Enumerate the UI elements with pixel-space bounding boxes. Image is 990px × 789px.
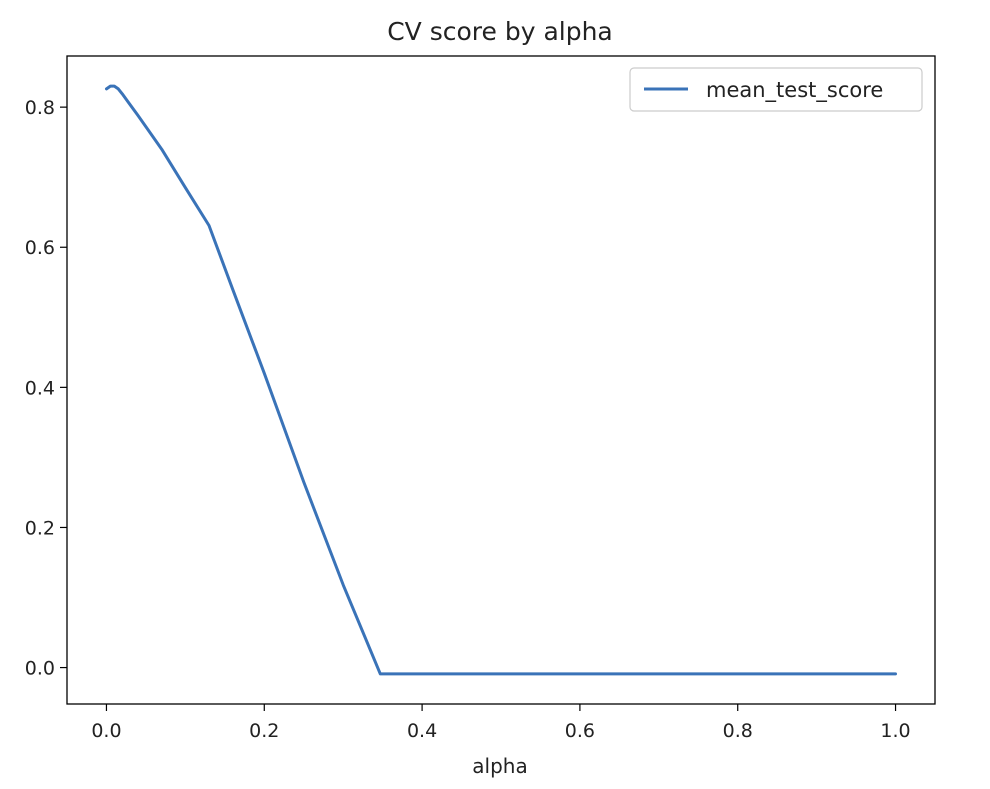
x-tick-label: 0.6 <box>565 720 595 742</box>
legend: mean_test_score <box>629 67 923 112</box>
y-tick-label: 0.6 <box>25 237 55 259</box>
x-tick-label: 1.0 <box>880 720 910 742</box>
y-tick-label: 0.4 <box>25 377 55 399</box>
x-tick-label: 0.4 <box>407 720 437 742</box>
legend-frame <box>629 67 923 112</box>
y-axis: 0.0 0.2 0.4 0.6 0.8 <box>25 97 67 680</box>
legend-label: mean_test_score <box>706 78 883 103</box>
plot-area <box>66 55 936 705</box>
x-tick-label: 0.2 <box>249 720 279 742</box>
x-tick-label: 0.0 <box>91 720 121 742</box>
x-tick-label: 0.8 <box>723 720 753 742</box>
x-axis-label: alpha <box>472 754 527 778</box>
plot-frame <box>66 55 936 705</box>
y-tick-label: 0.0 <box>25 658 55 680</box>
x-axis: 0.0 0.2 0.4 0.6 0.8 1.0 <box>91 704 911 742</box>
series-line-mean-test-score <box>105 84 897 676</box>
chart-title: CV score by alpha <box>387 17 613 46</box>
y-tick-label: 0.8 <box>25 97 55 119</box>
y-tick-label: 0.2 <box>25 517 55 539</box>
